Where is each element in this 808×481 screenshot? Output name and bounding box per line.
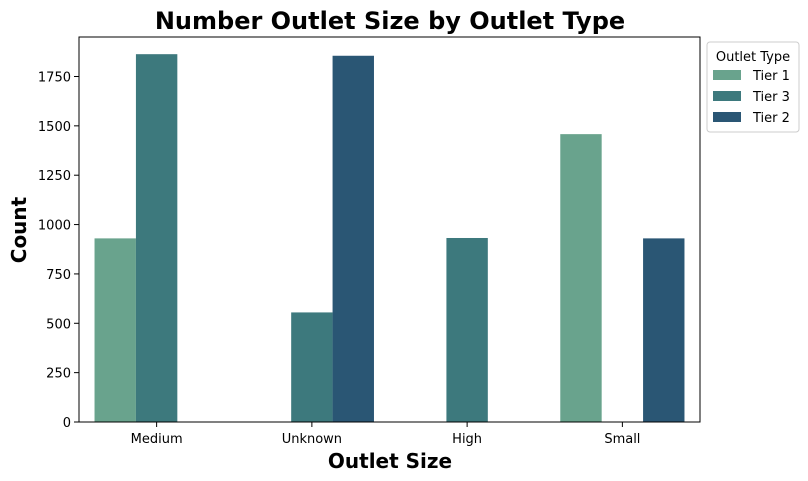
legend-label-tier-3: Tier 3 xyxy=(752,90,790,105)
legend-frame xyxy=(706,41,800,133)
y-tick-label: 750 xyxy=(46,268,71,283)
bar-small-tier-1 xyxy=(560,134,602,422)
plot-frame xyxy=(78,36,701,423)
legend-label-tier-2: Tier 2 xyxy=(752,111,790,126)
y-tick-label: 0 xyxy=(63,416,71,431)
x-axis: Medium Unknown High Small xyxy=(131,422,640,447)
chart-title: Number Outlet Size by Outlet Type xyxy=(155,7,625,35)
y-tick-label: 1250 xyxy=(38,169,71,184)
legend-label-tier-1: Tier 1 xyxy=(752,69,790,84)
bar-high-tier-3 xyxy=(446,237,488,422)
x-axis-label: Outlet Size xyxy=(328,449,452,473)
legend: Outlet Type Tier 1 Tier 3 Tier 2 xyxy=(706,41,800,133)
x-tick-label-medium: Medium xyxy=(131,432,183,447)
bar-small-tier-2 xyxy=(643,238,685,422)
bar-medium-tier-1 xyxy=(94,238,136,422)
y-tick-label: 1500 xyxy=(38,120,71,135)
y-tick-label: 1750 xyxy=(38,70,71,85)
bar-unknown-tier-2 xyxy=(332,55,374,422)
x-tick-label-small: Small xyxy=(604,432,640,447)
legend-title: Outlet Type xyxy=(716,50,790,65)
bar-unknown-tier-3 xyxy=(291,312,333,422)
y-axis: 0 250 500 750 1000 1250 1500 1750 xyxy=(38,70,79,431)
legend-items: Tier 1 Tier 3 Tier 2 xyxy=(713,69,790,126)
legend-swatch-tier-1 xyxy=(713,70,741,80)
legend-swatch-tier-3 xyxy=(713,91,741,101)
y-tick-label: 250 xyxy=(46,367,71,382)
y-axis-label: Count xyxy=(7,196,31,263)
x-tick-label-high: High xyxy=(452,432,482,447)
legend-swatch-tier-2 xyxy=(713,112,741,122)
bar-medium-tier-3 xyxy=(135,54,178,423)
y-tick-label: 500 xyxy=(46,317,71,332)
x-tick-label-unknown: Unknown xyxy=(282,432,342,447)
y-tick-label: 1000 xyxy=(38,219,71,234)
bars-group xyxy=(94,54,685,423)
